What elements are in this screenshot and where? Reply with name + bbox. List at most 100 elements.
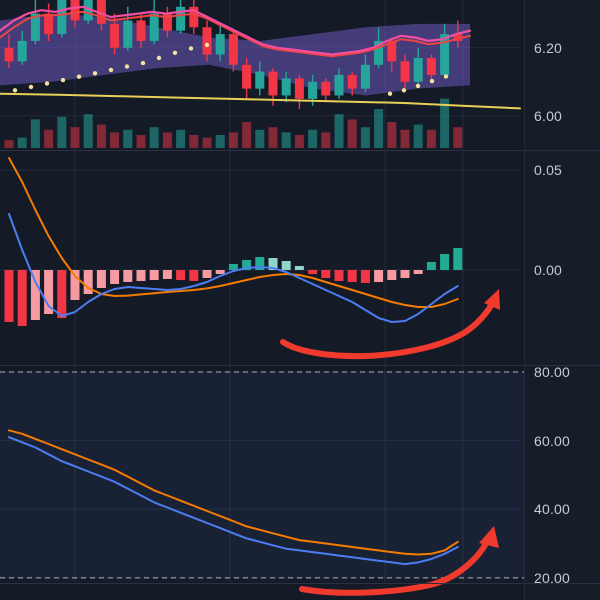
candle xyxy=(17,40,27,62)
macd-histogram-bar xyxy=(17,270,27,326)
chart-canvas[interactable] xyxy=(0,0,524,600)
candle xyxy=(360,64,370,89)
candle xyxy=(440,34,450,75)
axis-label-stoch-60.00: 60.00 xyxy=(534,433,571,449)
candle xyxy=(4,47,14,62)
candle xyxy=(189,6,199,28)
macd-histogram-bar xyxy=(110,270,120,284)
macd-histogram-bar xyxy=(176,270,186,280)
volume-bar xyxy=(110,132,120,148)
macd-histogram-bar xyxy=(136,270,146,281)
volume-bar xyxy=(453,127,463,148)
volume-bar xyxy=(162,132,172,148)
volume-bar xyxy=(17,137,27,148)
stoch-d-line xyxy=(8,429,459,556)
sar-dot xyxy=(92,71,98,76)
candle xyxy=(149,13,159,41)
macd-histogram-bar xyxy=(123,270,133,282)
chart-area[interactable] xyxy=(0,0,524,600)
macd-line xyxy=(8,213,459,323)
macd-histogram-bar xyxy=(400,270,410,278)
volume-bar xyxy=(189,135,199,148)
bullish-arrow-stoch[interactable] xyxy=(299,526,499,596)
candle xyxy=(228,34,238,65)
macd-histogram-bar xyxy=(426,262,436,270)
candle xyxy=(44,13,54,35)
axis-label-macd-0.00: 0.00 xyxy=(534,262,563,278)
candle xyxy=(374,40,384,65)
stochastic-panel[interactable] xyxy=(0,371,524,579)
sar-dot xyxy=(387,91,393,96)
macd-histogram-bar xyxy=(360,270,370,283)
candle xyxy=(70,0,80,21)
panel-divider-2[interactable] xyxy=(0,365,600,366)
sar-dot xyxy=(188,46,194,51)
macd-histogram-bar xyxy=(189,270,199,281)
candle xyxy=(294,78,304,99)
sar-dot xyxy=(28,84,34,90)
red-ma-line xyxy=(0,10,471,58)
panel-divider-1[interactable] xyxy=(0,150,600,151)
candle xyxy=(136,20,146,41)
macd-histogram-bar xyxy=(321,270,331,278)
volume-bar xyxy=(228,132,238,148)
stoch-band-fill xyxy=(0,371,524,578)
volume-bar xyxy=(30,119,40,148)
macd-histogram-bar xyxy=(149,270,159,280)
macd-histogram-bar xyxy=(4,270,14,322)
volume-bar xyxy=(294,135,304,148)
candle xyxy=(83,0,93,21)
sar-dot xyxy=(140,60,146,66)
macd-histogram-bar xyxy=(215,270,225,274)
macd-signal-line xyxy=(8,157,459,308)
candle xyxy=(281,78,291,96)
macd-histogram-bar xyxy=(44,270,54,314)
candle xyxy=(215,34,225,55)
price-panel[interactable] xyxy=(0,0,521,148)
sar-dot xyxy=(204,42,210,48)
axis-label-stoch-80.00: 80.00 xyxy=(534,364,571,380)
panel-divider-3[interactable] xyxy=(0,583,600,584)
candle xyxy=(387,40,397,62)
volume-bar xyxy=(149,127,159,148)
macd-histogram-bar xyxy=(70,270,80,300)
macd-panel[interactable] xyxy=(4,157,463,326)
macd-histogram-bar xyxy=(334,270,344,281)
candle xyxy=(268,71,278,96)
axis-label-stoch-40.00: 40.00 xyxy=(534,501,571,517)
gridlines xyxy=(0,0,524,583)
sar-dot xyxy=(172,50,178,55)
candle xyxy=(242,64,252,89)
volume-bar xyxy=(308,129,318,148)
sar-dot xyxy=(124,64,130,69)
volume-bar xyxy=(202,137,212,148)
sar-dot xyxy=(44,81,50,86)
volume-bar xyxy=(83,114,93,148)
bullish-arrow-macd[interactable] xyxy=(280,289,500,360)
candle xyxy=(202,27,212,55)
annotations-layer xyxy=(280,289,500,596)
axis-label-price-6.00: 6.00 xyxy=(534,108,563,124)
sar-dot xyxy=(60,77,66,83)
macd-histogram-bar xyxy=(57,270,67,318)
candle xyxy=(110,23,120,48)
yellow-ma-line xyxy=(0,92,521,110)
axis-label-stoch-20.00: 20.00 xyxy=(534,570,571,586)
volume-bar xyxy=(57,116,67,148)
pink-ma-line xyxy=(0,5,472,56)
candle xyxy=(57,0,67,35)
volume-bar xyxy=(176,129,186,148)
candle xyxy=(162,13,172,31)
sar-dot xyxy=(156,55,162,61)
macd-histogram-bar xyxy=(228,264,238,270)
candle xyxy=(308,81,318,99)
sar-dot xyxy=(415,83,421,89)
price-axis[interactable]: 6.20 6.00 0.05 0.00 80.00 60.00 40.00 20.00 xyxy=(524,0,600,600)
candle xyxy=(413,57,423,82)
macd-histogram-bar xyxy=(202,270,212,278)
volume-bar xyxy=(347,119,357,148)
volume-bar xyxy=(413,124,423,148)
volume-bar xyxy=(96,124,106,148)
macd-histogram-bar xyxy=(83,270,93,294)
candle xyxy=(255,71,265,89)
